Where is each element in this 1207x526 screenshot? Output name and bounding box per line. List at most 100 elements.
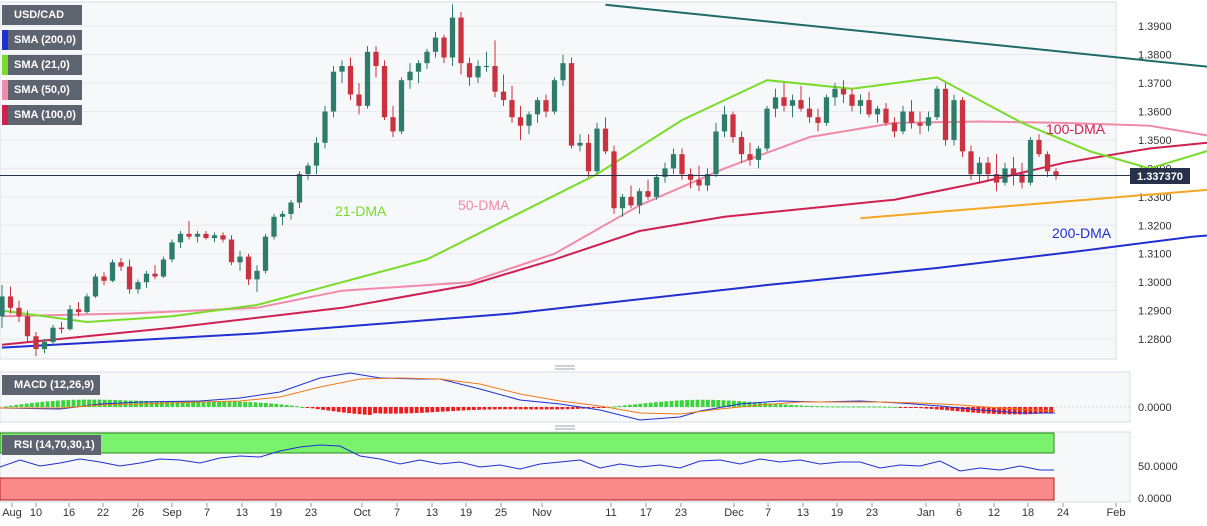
candle — [585, 134, 592, 177]
date-tick-label: 6 — [956, 507, 962, 519]
macd-histogram-bar — [934, 407, 939, 410]
candle — [24, 310, 31, 342]
macd-histogram-bar — [24, 403, 29, 407]
macd-histogram-bar — [206, 401, 211, 407]
candle-body — [645, 191, 651, 197]
candle-body — [883, 108, 889, 123]
candle — [313, 137, 320, 175]
candle-body — [203, 233, 209, 239]
candle-body — [509, 100, 515, 118]
candle-body — [466, 63, 473, 78]
rsi-line — [0, 444, 1054, 472]
candle — [968, 145, 974, 180]
candle — [602, 117, 609, 155]
candle-body — [832, 88, 838, 98]
candle-body — [500, 91, 507, 101]
candle-body — [789, 100, 796, 106]
candle-body — [815, 117, 821, 123]
candle-body — [636, 191, 643, 206]
macd-histogram-bar — [1002, 407, 1007, 415]
date-tick-label: Aug — [2, 507, 22, 519]
legend-sma100[interactable]: SMA (100,0) — [2, 105, 82, 125]
candle-body — [670, 154, 677, 169]
pane-resize-handle[interactable] — [555, 365, 575, 370]
macd-signal-line — [0, 377, 1056, 415]
macd-histogram-bar — [461, 407, 466, 411]
date-tick-label: 13 — [426, 507, 438, 519]
candle — [900, 105, 906, 135]
macd-histogram-bar — [409, 407, 414, 414]
macd-histogram-bar — [1023, 407, 1027, 415]
candle-body — [840, 88, 847, 95]
candle — [823, 94, 830, 126]
macd-histogram-bar — [872, 406, 877, 408]
candle — [645, 179, 651, 200]
candle — [424, 48, 430, 69]
candle-body — [806, 108, 813, 118]
legend-sma200[interactable]: SMA (200,0) — [2, 30, 82, 50]
triangle-support-line — [860, 188, 1207, 220]
candle — [271, 213, 277, 240]
candle — [177, 230, 184, 249]
macd-histogram-bar — [638, 403, 643, 407]
candle — [594, 122, 600, 175]
candle-body — [475, 66, 481, 78]
candle-body — [347, 66, 354, 95]
candle — [721, 105, 728, 138]
date-tick-label: 25 — [495, 507, 507, 519]
macd-histogram-bar — [908, 407, 913, 408]
legend-symbol[interactable]: USD/CAD — [2, 5, 82, 25]
macd-histogram-bar — [154, 401, 159, 407]
macd-histogram-bar — [997, 407, 1001, 415]
candle — [857, 94, 864, 115]
candle — [58, 322, 65, 334]
candle-body — [1010, 168, 1017, 175]
candle — [135, 279, 141, 294]
macd-histogram-bar — [716, 400, 721, 407]
macd-histogram-bar — [841, 406, 845, 408]
rsi-label[interactable]: RSI (14,70,30,1) — [2, 435, 101, 455]
candle-body — [679, 154, 685, 175]
candle-body — [611, 151, 617, 209]
candle — [815, 108, 821, 132]
candle — [1010, 157, 1017, 186]
date-tick-label: 19 — [270, 507, 282, 519]
macd-histogram-bar — [815, 406, 819, 408]
candle — [305, 162, 311, 180]
candle — [942, 83, 949, 146]
legend-sma50[interactable]: SMA (50,0) — [2, 80, 82, 100]
candlesticks — [0, 4, 1059, 357]
candle-body — [891, 122, 898, 132]
macd-histogram-bar — [518, 407, 523, 410]
candle-body — [798, 100, 804, 109]
macd-histogram-bar — [830, 406, 835, 408]
macd-histogram-bar — [846, 406, 851, 408]
candle — [781, 83, 787, 112]
macd-label[interactable]: MACD (12,26,9) — [2, 375, 101, 395]
candle-body — [126, 266, 133, 290]
candle-body — [823, 97, 830, 123]
macd-histogram-bar — [388, 407, 393, 414]
macd-histogram-bar — [565, 407, 570, 410]
macd-histogram-bar — [836, 406, 840, 408]
candle-body — [594, 128, 600, 172]
macd-histogram-bar — [752, 402, 757, 407]
macd-histogram-bar — [9, 405, 13, 407]
macd-histogram-bar — [924, 407, 929, 409]
legend-sma21[interactable]: SMA (21,0) — [2, 55, 82, 75]
sma50-line — [1, 120, 1207, 318]
candle — [475, 60, 481, 84]
macd-histogram-bar — [690, 399, 695, 407]
candle-body — [33, 336, 39, 350]
candle — [126, 259, 133, 294]
candle-body — [585, 142, 592, 172]
candle — [364, 46, 371, 109]
dma21-label: 21-DMA — [335, 203, 387, 219]
candle — [237, 250, 243, 271]
candle — [517, 105, 524, 140]
candle-body — [1044, 154, 1051, 172]
candle-body — [279, 213, 286, 217]
candle-body — [424, 51, 430, 64]
pane-resize-handle[interactable] — [555, 425, 575, 430]
macd-histogram-bar — [1018, 407, 1022, 415]
